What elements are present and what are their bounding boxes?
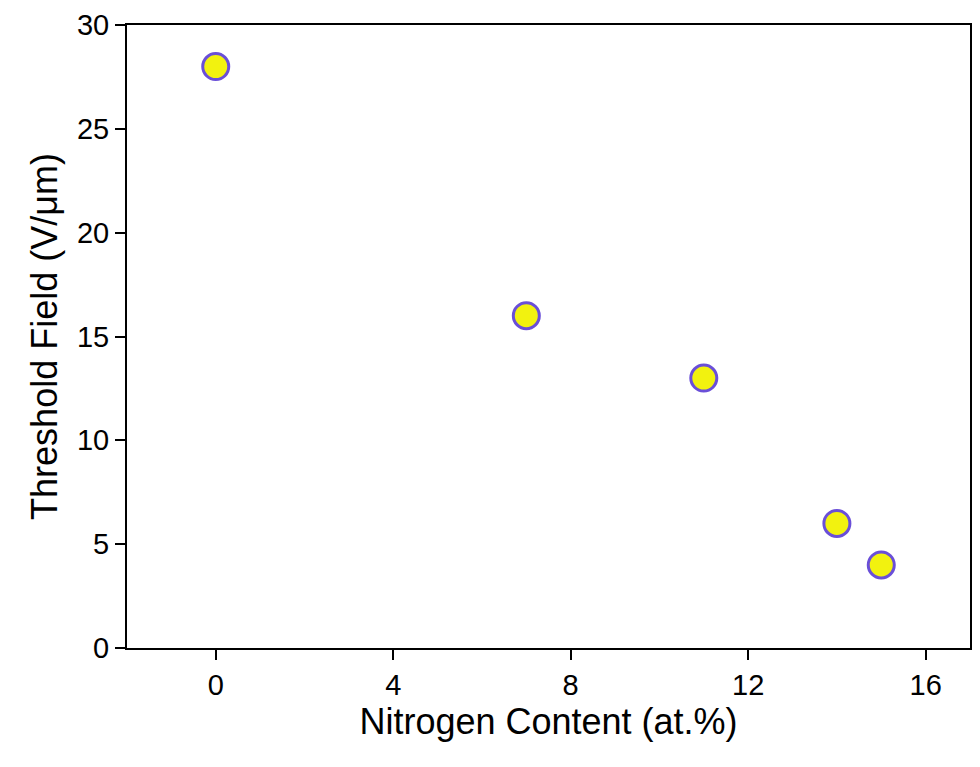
svg-text:25: 25 [77,113,109,145]
svg-text:8: 8 [563,669,579,701]
svg-text:12: 12 [732,669,764,701]
svg-text:20: 20 [77,217,109,249]
svg-text:0: 0 [93,632,109,664]
svg-text:10: 10 [77,424,109,456]
svg-text:4: 4 [385,669,401,701]
svg-text:30: 30 [77,9,109,41]
svg-text:Nitrogen Content (at.%): Nitrogen Content (at.%) [359,701,737,742]
svg-text:0: 0 [208,669,224,701]
svg-text:5: 5 [93,528,109,560]
svg-text:Threshold Field (V/μm): Threshold Field (V/μm) [24,153,65,520]
svg-text:15: 15 [77,321,109,353]
svg-text:16: 16 [909,669,941,701]
